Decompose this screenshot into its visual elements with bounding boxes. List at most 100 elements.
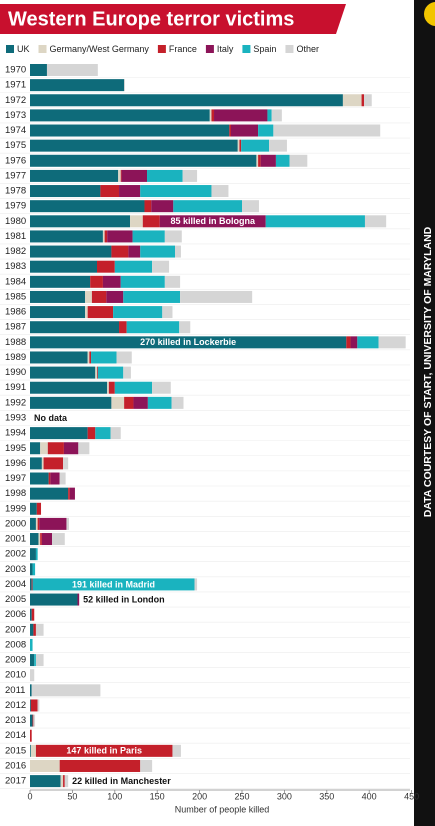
x-tick-label: 200: [192, 791, 207, 801]
y-tick-label: 2002: [5, 549, 26, 560]
bar-segment: [151, 200, 174, 213]
bar-segment: [60, 775, 64, 788]
bar-segment: [142, 215, 160, 228]
y-tick-label: 1985: [5, 291, 26, 302]
bar-segment: [100, 185, 120, 198]
bar-segment: [265, 215, 365, 228]
bar-segment: [30, 230, 103, 243]
bar-segment: [30, 290, 86, 303]
bar-segment: [30, 306, 86, 319]
bar-segment: [95, 366, 97, 379]
bar-segment: [30, 548, 36, 561]
bar-segment: [237, 139, 240, 152]
bar-segment: [35, 517, 38, 530]
y-tick-label: 2000: [5, 518, 26, 529]
bar-segment: [121, 169, 148, 182]
legend-label: Italy: [217, 44, 234, 54]
bar-segment: [30, 442, 41, 455]
bar-segment: [171, 396, 184, 409]
x-tick-label: 150: [150, 791, 165, 801]
bar-segment: [164, 275, 181, 288]
y-tick-label: 1972: [5, 95, 26, 106]
bar-segment: [30, 608, 32, 621]
bar-segment: [258, 124, 274, 137]
side-strip: [414, 0, 435, 826]
legend-swatch: [285, 45, 294, 53]
bar-segment: [30, 472, 49, 485]
y-tick-label: 1970: [5, 65, 26, 76]
bar-segment: [152, 381, 171, 394]
y-tick-label: 2016: [5, 760, 26, 771]
bar-segment: [35, 654, 44, 667]
annotation: 52 killed in London: [83, 594, 165, 604]
bar-segment: [133, 396, 148, 409]
bar-segment: [38, 533, 41, 546]
bar-segment: [126, 321, 180, 334]
bar-segment: [164, 230, 182, 243]
bar-segment: [30, 381, 108, 394]
x-axis-title: Number of people killed: [175, 804, 270, 814]
bar-segment: [114, 260, 153, 273]
bar-segment: [275, 154, 290, 167]
bar-segment: [107, 230, 133, 243]
y-tick-label: 1996: [5, 458, 26, 469]
bar-segment: [120, 169, 122, 182]
y-tick-label: 1990: [5, 367, 26, 378]
bar-segment: [119, 321, 127, 334]
bar-segment: [30, 64, 47, 76]
bar-segment: [43, 457, 64, 470]
annotation: 191 killed in Madrid: [72, 579, 155, 589]
bar-segment: [30, 623, 34, 636]
bar-segment: [87, 351, 90, 364]
bar-segment: [91, 290, 107, 303]
bar-segment: [30, 578, 32, 591]
bar-segment: [30, 502, 37, 515]
bar-segment: [256, 154, 259, 167]
bar-segment: [173, 200, 242, 213]
bar-segment: [30, 215, 131, 228]
y-tick-label: 1999: [5, 503, 26, 514]
bar-segment: [119, 185, 141, 198]
bar-segment: [214, 109, 268, 122]
y-tick-label: 1993: [5, 413, 26, 424]
bar-segment: [180, 290, 253, 303]
annotation: 147 killed in Paris: [66, 746, 142, 756]
x-tick-label: 450: [404, 791, 419, 801]
x-tick-label: 350: [319, 791, 334, 801]
bar-segment: [96, 366, 98, 379]
annotation: No data: [34, 413, 68, 423]
bar-segment: [50, 472, 60, 485]
bar-segment: [87, 306, 114, 319]
bar-segment: [91, 351, 117, 364]
y-tick-label: 1980: [5, 216, 26, 227]
bar-segment: [30, 351, 88, 364]
bar-segment: [342, 94, 362, 107]
y-tick-label: 2007: [5, 624, 26, 635]
bar-segment: [110, 427, 121, 440]
legend-swatch: [38, 45, 47, 53]
bar-segment: [30, 260, 97, 273]
bar-segment: [30, 684, 32, 697]
bar-segment: [30, 487, 69, 500]
bar-segment: [114, 381, 153, 394]
bar-segment: [30, 699, 31, 712]
bar-segment: [66, 517, 70, 530]
bar-segment: [32, 578, 195, 591]
bar-segment: [346, 336, 351, 349]
bar-segment: [87, 427, 96, 440]
bar-segment: [111, 245, 129, 258]
bar-segment: [106, 290, 124, 303]
bar-segment: [33, 714, 36, 727]
bar-segment: [85, 306, 88, 319]
y-tick-label: 2017: [5, 776, 26, 787]
y-tick-label: 1981: [5, 231, 26, 242]
y-tick-label: 1978: [5, 186, 26, 197]
bar-segment: [37, 699, 40, 712]
y-tick-label: 2001: [5, 534, 26, 545]
bar-segment: [102, 275, 121, 288]
bar-segment: [30, 336, 347, 349]
bar-segment: [30, 396, 112, 409]
bar-segment: [30, 169, 119, 182]
bar-segment: [30, 729, 32, 742]
